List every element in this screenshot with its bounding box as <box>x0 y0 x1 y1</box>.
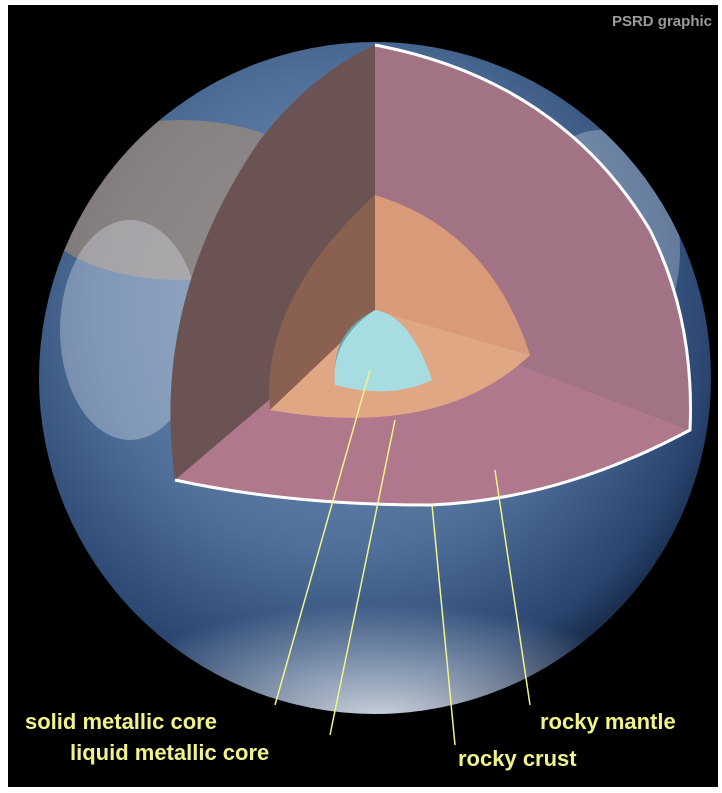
liquid-core-right <box>375 195 530 355</box>
leader-line <box>431 504 456 746</box>
left-face <box>170 45 375 480</box>
leader-line <box>494 469 531 706</box>
crust-edge <box>174 43 692 507</box>
credit: PSRD graphic <box>612 13 712 30</box>
earth <box>39 42 711 714</box>
label: solid metallic core <box>25 709 217 734</box>
liquid-core-left <box>269 195 375 410</box>
leaders <box>274 369 531 746</box>
leader-line <box>329 419 396 736</box>
solid-core <box>334 310 432 392</box>
label: rocky crust <box>458 746 577 771</box>
leader-line <box>274 369 371 706</box>
label: liquid metallic core <box>70 740 269 765</box>
label: rocky mantle <box>540 709 676 734</box>
